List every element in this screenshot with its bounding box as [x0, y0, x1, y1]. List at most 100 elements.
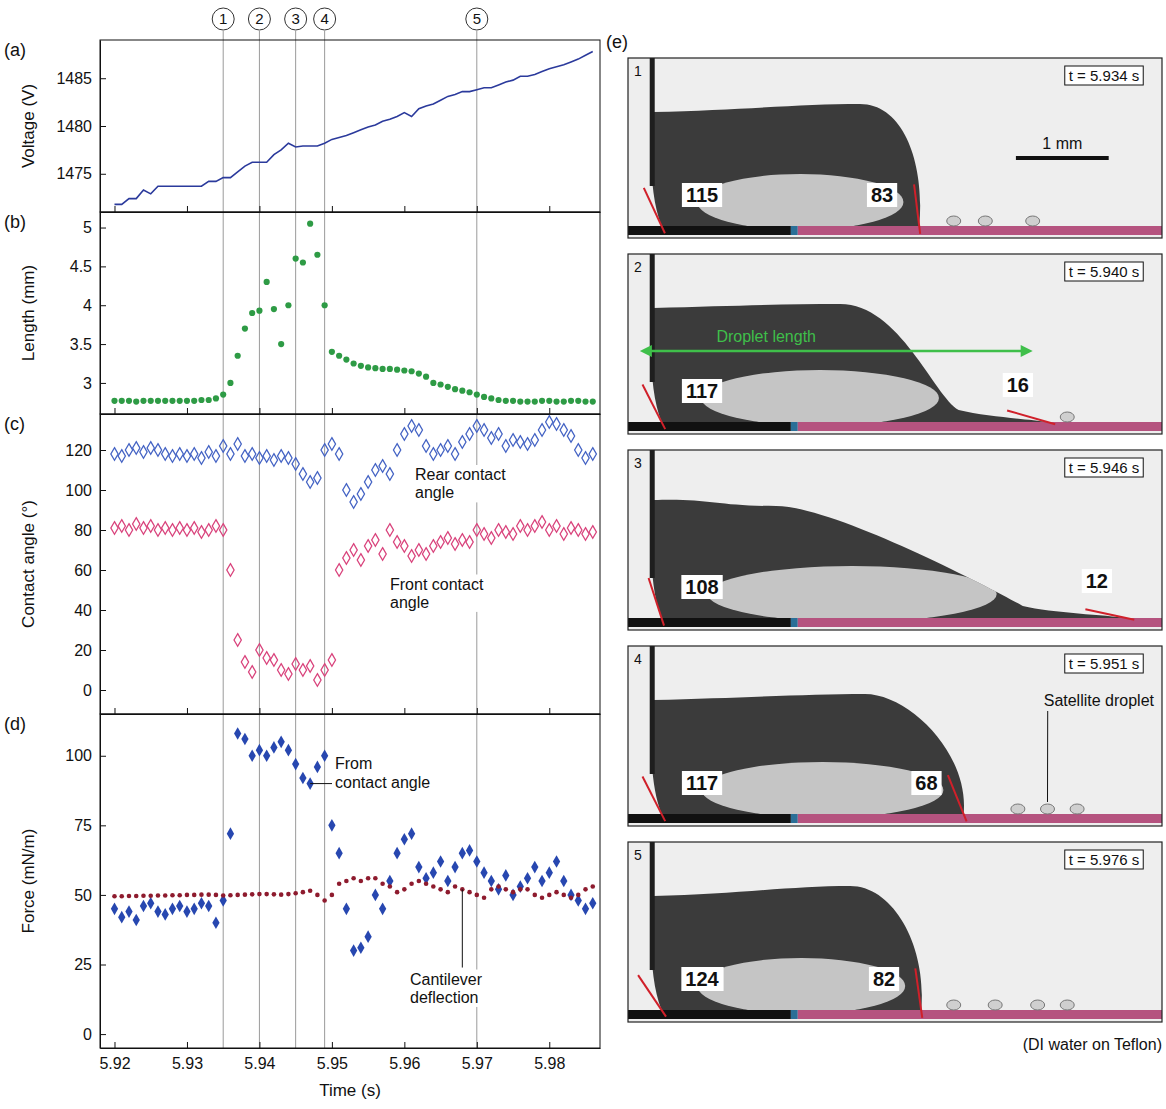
data-point [199, 892, 204, 897]
frame-background [628, 646, 1162, 826]
data-point [329, 349, 335, 355]
data-point [307, 660, 314, 673]
data-point [336, 353, 342, 359]
frame-background [628, 450, 1162, 630]
data-point [437, 536, 444, 549]
data-point [140, 446, 147, 459]
tick-mark [259, 408, 260, 414]
data-point [206, 397, 212, 403]
data-point [241, 656, 248, 669]
data-point [214, 893, 219, 898]
tick [259, 206, 260, 212]
data-point [553, 418, 560, 431]
tick [114, 408, 115, 414]
tick: 75 [74, 817, 106, 834]
data-point [321, 444, 328, 457]
arrow-head [640, 345, 652, 357]
data-point [415, 861, 422, 874]
data-point [249, 749, 256, 762]
series-label-line: angle [390, 594, 429, 611]
event-label: 4 [320, 10, 328, 27]
data-point [176, 448, 183, 461]
series-line [114, 51, 592, 204]
data-point [249, 310, 255, 316]
data-point [561, 893, 566, 898]
data-point [111, 398, 117, 404]
data-point [481, 394, 487, 400]
data-point [243, 892, 248, 897]
data-point [553, 855, 560, 868]
tick-mark [100, 490, 106, 491]
data-point [350, 944, 357, 957]
data-point [351, 360, 357, 366]
satellite-label: Satellite droplet [1044, 692, 1155, 709]
tick-mark [549, 408, 550, 414]
tick-mark [114, 206, 115, 212]
data-point [234, 727, 241, 740]
rear-tangent [644, 188, 665, 233]
tick-mark [100, 383, 106, 384]
panel: 02550751005.925.935.945.955.965.975.98Fo… [4, 714, 601, 1100]
tick: 50 [74, 887, 106, 904]
data-point [509, 889, 516, 902]
droplet-reflection [708, 566, 997, 622]
tick-label: 0 [83, 682, 92, 699]
tick-mark [404, 1042, 405, 1048]
tick-label: 25 [74, 956, 92, 973]
data-point [133, 914, 140, 927]
satellite-droplet [1011, 804, 1025, 814]
data-point [183, 524, 190, 537]
data-point [408, 368, 414, 374]
event-marker [314, 8, 336, 30]
satellite-droplet [947, 1000, 961, 1010]
tick [259, 708, 260, 714]
data-point [212, 450, 219, 463]
data-point [437, 444, 444, 457]
tick-mark [100, 690, 106, 691]
data-point [503, 398, 509, 404]
data-point [141, 893, 146, 898]
tick [187, 708, 188, 714]
data-point [387, 366, 393, 372]
data-point [372, 889, 379, 902]
event-marker [248, 8, 270, 30]
data-point [321, 749, 328, 762]
data-point [473, 524, 480, 537]
data-point [118, 911, 125, 924]
event-label: 1 [219, 10, 227, 27]
data-point [358, 363, 364, 369]
data-point [343, 357, 349, 363]
tick-mark [100, 1034, 106, 1035]
data-point [299, 772, 306, 785]
frame-number: 2 [634, 259, 642, 275]
data-point [154, 524, 161, 537]
panel-label: (e) [606, 32, 628, 52]
data-point [525, 887, 530, 892]
frame: 2t = 5.940 s11716Droplet length [628, 254, 1162, 434]
data-point [125, 905, 132, 918]
tick-label: 120 [65, 442, 92, 459]
rear-angle-label: 117 [686, 380, 718, 402]
data-point [509, 528, 516, 541]
data-point [140, 900, 147, 913]
data-point [417, 879, 422, 884]
plot-frame [100, 714, 600, 1048]
time-label-box [1065, 66, 1143, 85]
data-point [373, 876, 378, 881]
droplet-reflection [702, 762, 944, 818]
data-point [430, 380, 436, 386]
data-point [364, 540, 371, 553]
data-point [315, 893, 320, 898]
data-point [379, 903, 386, 916]
data-point [351, 876, 356, 881]
tick-mark [100, 450, 106, 451]
data-point [511, 890, 516, 895]
label-patch [407, 970, 486, 1007]
data-point [553, 520, 560, 533]
data-point [517, 436, 524, 449]
data-point [582, 528, 589, 541]
data-point [263, 749, 270, 762]
data-point [590, 398, 596, 404]
tick-mark [404, 206, 405, 212]
data-point [176, 900, 183, 913]
